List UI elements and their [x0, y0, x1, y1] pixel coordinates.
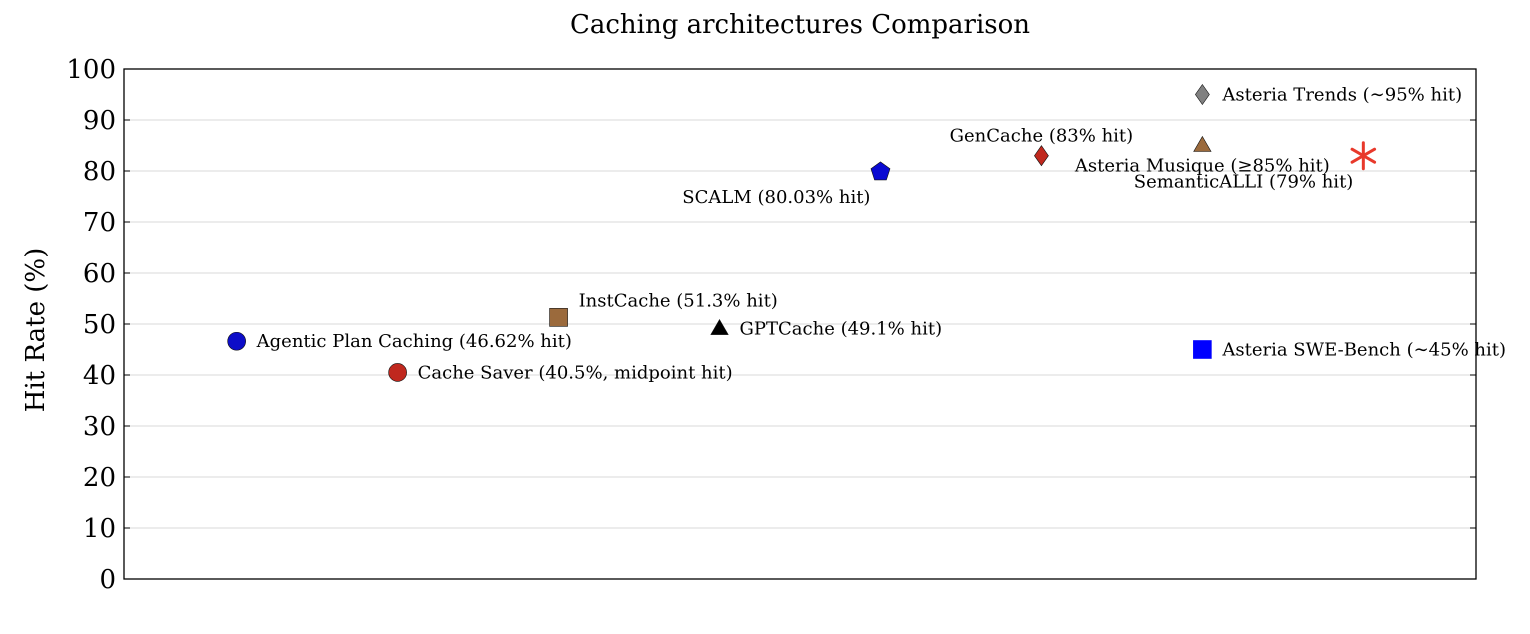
point-asteria-musique: Asteria Musique (≥85% hit): [1074, 135, 1330, 177]
point-gptcache: GPTCache (49.1% hit): [710, 318, 943, 340]
point-label: InstCache (51.3% hit): [579, 290, 778, 311]
gridlines: [124, 119, 1476, 529]
point-label: Asteria Musique (≥85% hit): [1074, 156, 1330, 177]
point-gencache: GenCache (83% hit): [950, 126, 1134, 167]
y-axis-label: Hit Rate (%): [21, 248, 51, 412]
y-tick-label: 40: [83, 361, 116, 391]
y-tick-label: 30: [83, 412, 116, 442]
y-tick-label: 10: [83, 514, 116, 544]
point-agentic-plan-caching: Agentic Plan Caching (46.62% hit): [227, 331, 572, 352]
y-tick-label: 50: [83, 310, 116, 340]
y-tick-label: 20: [83, 463, 116, 493]
data-points: Agentic Plan Caching (46.62% hit) Cache S…: [227, 83, 1506, 383]
point-scalm: SCALM (80.03% hit): [682, 161, 891, 208]
y-tick-label: 100: [66, 55, 116, 85]
marker-asterisk: [1350, 141, 1377, 171]
y-axis-ticks: 0 10 20 30 40 50 60 70 80 90 100: [66, 55, 1476, 595]
y-tick-label: 80: [83, 157, 116, 187]
marker-diamond: [1034, 145, 1049, 167]
point-label: Cache Saver (40.5%, midpoint hit): [418, 362, 733, 383]
y-tick-label: 60: [83, 259, 116, 289]
marker-circle: [227, 331, 246, 351]
marker-square: [1193, 340, 1212, 359]
point-label: GenCache (83% hit): [950, 126, 1134, 147]
point-label: Asteria SWE-Bench (∼45% hit): [1221, 340, 1506, 361]
marker-diamond: [1195, 83, 1210, 106]
point-asteria-swe-bench: Asteria SWE-Bench (∼45% hit): [1193, 340, 1506, 361]
point-instcache: InstCache (51.3% hit): [549, 290, 778, 327]
y-tick-label: 70: [83, 208, 116, 238]
marker-triangle: [710, 318, 729, 335]
point-label: GPTCache (49.1% hit): [740, 319, 943, 340]
point-label: SCALM (80.03% hit): [682, 187, 870, 208]
chart-title: Caching architectures Comparison: [570, 10, 1030, 40]
asterisk-stroke: [1350, 147, 1377, 164]
point-label: Asteria Trends (∼95% hit): [1221, 85, 1462, 106]
marker-circle: [388, 363, 407, 382]
point-label: Agentic Plan Caching (46.62% hit): [256, 331, 572, 352]
y-tick-label: 90: [83, 106, 116, 136]
point-asteria-trends: Asteria Trends (∼95% hit): [1195, 83, 1462, 106]
y-tick-label: 0: [99, 565, 116, 595]
point-label: SemanticALLI (79% hit): [1134, 172, 1354, 193]
marker-pentagon: [870, 161, 891, 181]
point-semanticalli: SemanticALLI (79% hit): [1134, 141, 1377, 193]
point-cache-saver: Cache Saver (40.5%, midpoint hit): [388, 362, 733, 383]
marker-triangle: [1193, 135, 1212, 152]
marker-square: [549, 308, 568, 327]
